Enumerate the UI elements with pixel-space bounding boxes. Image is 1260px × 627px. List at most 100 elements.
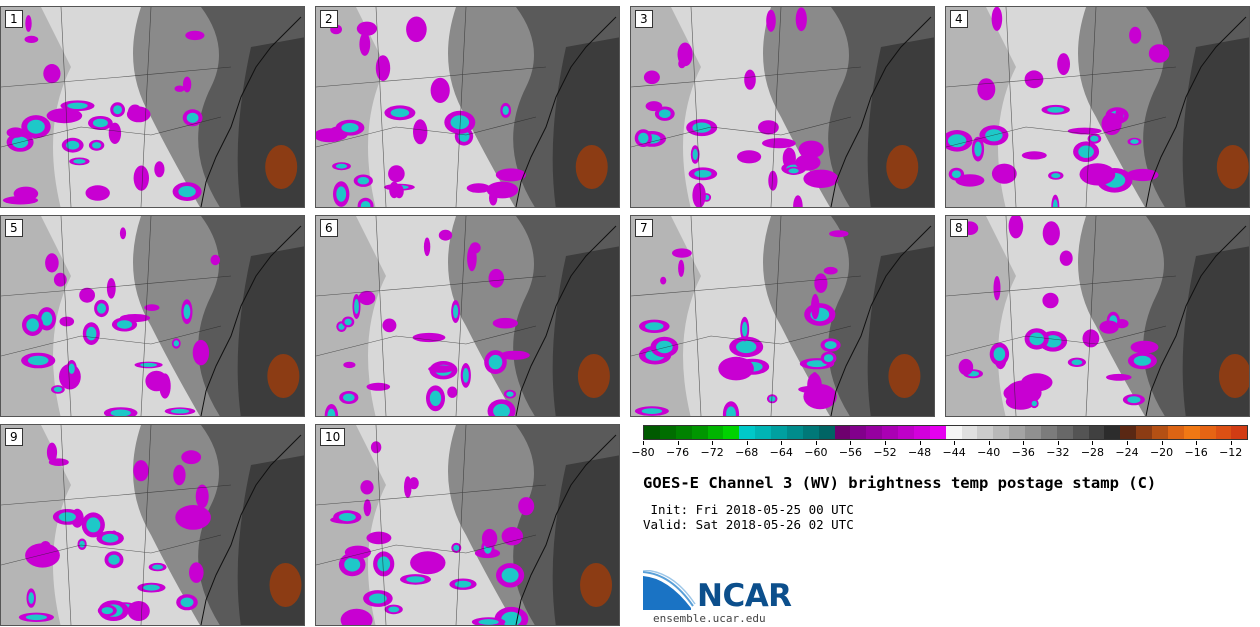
ncar-logo-icon [643,570,696,610]
colorbar-swatch [1120,426,1137,439]
colorbar-swatch [771,426,787,439]
colorbar-swatch [659,426,676,439]
wv-map [1,216,304,416]
colorbar-tick-label: −36 [1011,446,1035,459]
wv-map [316,216,619,416]
wv-map [631,216,934,416]
ensemble-member-panel: 3 [630,6,935,208]
colorbar-tick [850,441,852,445]
ensemble-member-panel: 7 [630,215,935,417]
colorbar-tick-label: −56 [838,446,863,459]
wv-map [316,7,619,207]
panel-member-number: 3 [635,10,653,28]
wv-map [946,7,1249,207]
colorbar-swatch [786,426,803,439]
ensemble-member-panel: 4 [945,6,1250,208]
colorbar-tick-label: −68 [735,446,759,459]
colorbar-swatch [866,426,883,439]
colorbar-swatch [644,426,660,439]
ensemble-member-panel: 2 [315,6,620,208]
colorbar-tick [988,441,990,445]
init-time: Init: Fri 2018-05-25 00 UTC [643,502,854,517]
colorbar-ticks: −80 −76 −72 −68 −64 −60 −56 −52 −48 −44 −40 −36 −32−… [631,441,1248,465]
wv-map [946,216,1249,416]
colorbar-tick [1023,441,1025,445]
ncar-logo-text: NCAR [697,578,792,614]
figure-title: GOES-E Channel 3 (WV) brightness temp po… [643,474,1157,492]
colorbar-tick [954,441,956,445]
colorbar-swatch [723,426,740,439]
colorbar-tick [746,441,748,445]
colorbar-tick-label: −24 [1115,446,1139,459]
colorbar-tick-label: −28 [1080,446,1105,459]
colorbar-swatch [675,426,692,439]
colorbar-swatch [818,426,835,439]
colorbar-tick-label: −76 [665,446,690,459]
colorbar-swatch [691,426,708,439]
colorbar-tick [1127,441,1128,445]
wv-map [631,7,934,207]
colorbar-swatch [1056,426,1073,439]
colorbar-tick [1161,441,1163,445]
colorbar-swatch [945,426,962,439]
colorbar-swatch [961,426,978,439]
colorbar-tick-label: −72 [700,446,724,459]
colorbar-swatch [755,426,771,439]
colorbar-swatch [1167,426,1184,439]
colorbar-swatch [993,426,1010,439]
panel-member-number: 7 [635,219,653,237]
ensemble-member-panel: 6 [315,215,620,417]
panel-member-number: 10 [320,428,346,446]
colorbar-swatch [739,426,756,439]
colorbar-swatch [1152,426,1168,439]
panel-member-number: 1 [5,10,23,28]
ensemble-url: ensemble.ucar.edu [653,612,766,625]
colorbar-swatch [929,426,946,439]
colorbar-swatch [1072,426,1089,439]
colorbar-swatch [834,426,851,439]
panel-member-number: 5 [5,219,23,237]
wv-map [316,425,619,625]
panel-member-number: 4 [950,10,968,28]
colorbar-tick [781,441,783,445]
colorbar-swatch [913,426,930,439]
colorbar-swatch [1136,426,1152,439]
colorbar-tick [1196,441,1198,445]
colorbar-tick [815,441,817,445]
colorbar-swatch [1088,426,1105,439]
ensemble-member-panel: 8 [945,215,1250,417]
colorbar-tick-label: −44 [942,446,966,459]
panel-member-number: 9 [5,428,23,446]
wv-map [1,425,304,625]
colorbar-swatch [707,426,724,439]
colorbar-tick [643,441,644,445]
ensemble-member-panel: 10 [315,424,620,626]
colorbar-tick-label: −32 [1046,446,1070,459]
colorbar-swatch [1215,426,1232,439]
valid-time: Valid: Sat 2018-05-26 02 UTC [643,517,854,532]
colorbar-tick-label: −20 [1149,446,1174,459]
colorbar-tick-label: −48 [907,446,932,459]
colorbar-tick [677,441,679,445]
ensemble-member-panel: 9 [0,424,305,626]
colorbar-swatch [1025,426,1041,439]
wv-map [1,7,304,207]
colorbar-swatch [977,426,994,439]
colorbar-tick [919,441,921,445]
panel-member-number: 2 [320,10,338,28]
colorbar-swatch [898,426,914,439]
colorbar-tick-label: −80 [631,446,655,459]
colorbar-tick [1230,441,1232,445]
colorbar-swatch [882,426,898,439]
colorbar-tick [885,441,886,445]
colorbar-swatch [1009,426,1025,439]
colorbar-tick [1092,441,1094,445]
colorbar-tick [712,441,714,445]
panel-member-number: 6 [320,219,338,237]
colorbar [643,425,1248,440]
colorbar-swatch [1183,426,1200,439]
colorbar-swatch [850,426,867,439]
colorbar-swatch [1199,426,1216,439]
colorbar-tick-label: −16 [1184,446,1208,459]
ensemble-member-panel: 1 [0,6,305,208]
